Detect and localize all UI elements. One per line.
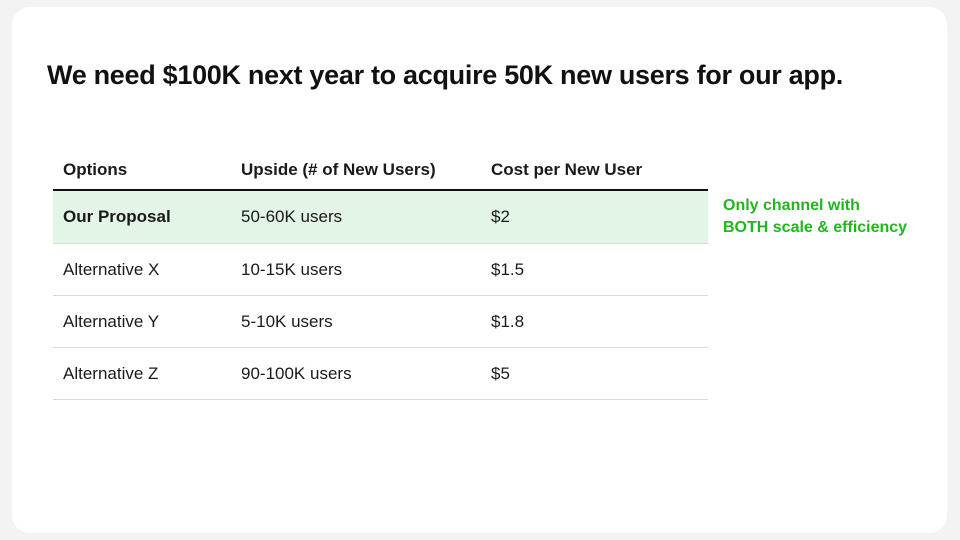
header-upside: Upside (# of New Users) <box>241 160 436 179</box>
slide-title: We need $100K next year to acquire 50K n… <box>47 60 843 90</box>
table-row-our-proposal: Our Proposal 50-60K users $2 <box>53 191 708 244</box>
callout-note: Only channel with BOTH scale & efficienc… <box>723 195 907 239</box>
option-cost: $1.8 <box>491 311 525 331</box>
callout-line-2: BOTH scale & efficiency <box>723 219 908 236</box>
table-header-row: Options Upside (# of New Users) Cost per… <box>53 154 708 191</box>
header-cost: Cost per New User <box>491 160 643 179</box>
option-cost: $2 <box>491 207 510 226</box>
option-name: Alternative X <box>63 259 160 279</box>
table-row-alternative-y: Alternative Y 5-10K users $1.8 <box>53 296 708 348</box>
table-row-alternative-x: Alternative X 10-15K users $1.5 <box>53 244 708 296</box>
header-options: Options <box>63 160 128 179</box>
options-table: Options Upside (# of New Users) Cost per… <box>53 154 708 400</box>
option-name: Alternative Y <box>63 311 160 331</box>
option-name: Alternative Z <box>63 363 159 383</box>
option-upside: 90-100K users <box>241 363 352 383</box>
table-row-alternative-z: Alternative Z 90-100K users $5 <box>53 348 708 400</box>
callout-line-1: Only channel with <box>723 197 860 214</box>
option-name: Our Proposal <box>63 207 171 226</box>
option-upside: 50-60K users <box>241 207 343 226</box>
option-upside: 10-15K users <box>241 259 343 279</box>
option-cost: $1.5 <box>491 259 525 279</box>
slide: We need $100K next year to acquire 50K n… <box>12 7 947 533</box>
option-cost: $5 <box>491 363 510 383</box>
option-upside: 5-10K users <box>241 311 333 331</box>
